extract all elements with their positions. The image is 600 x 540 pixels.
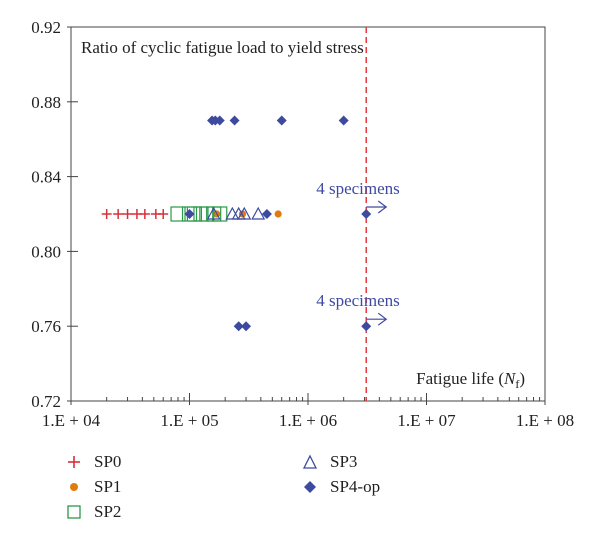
sp0-point (122, 209, 133, 219)
sp4-op-point (233, 321, 244, 332)
legend-label-sp2: SP2 (94, 502, 122, 521)
plus-marker-icon (66, 454, 82, 470)
sp0-point (139, 209, 150, 219)
legend-item-sp4-op: SP4-op (302, 477, 380, 497)
sp4-op-point (361, 321, 372, 332)
y-tick-label: 0.88 (31, 93, 61, 112)
diamond-marker-icon (302, 479, 318, 495)
legend-item-sp2: SP2 (66, 502, 121, 522)
sp0-point (113, 209, 124, 219)
y-tick-label: 0.80 (31, 242, 61, 261)
specimen-annotation-0: 4 specimens (316, 179, 400, 198)
legend-label-sp4-op: SP4-op (330, 477, 381, 496)
x-tick-label: 1.E + 04 (42, 411, 101, 430)
annotation-arrow-head (377, 312, 388, 326)
triangle-marker-icon (302, 454, 318, 470)
x-tick-label: 1.E + 08 (516, 411, 574, 430)
legend-item-sp1: SP1 (66, 477, 121, 497)
sp4-op-point (261, 209, 272, 219)
y-tick-label: 0.84 (31, 168, 61, 187)
x-tick-label: 1.E + 07 (397, 411, 456, 430)
sp3-point (251, 206, 266, 220)
sp4-op-point (338, 115, 349, 126)
sp1-point (274, 210, 282, 218)
sp3-point (237, 206, 252, 220)
y-tick-label: 0.76 (31, 317, 61, 336)
y-tick-label: 0.72 (31, 392, 61, 411)
sp4-op-point (229, 115, 240, 126)
y-tick-label: 0.92 (31, 18, 61, 37)
sp4-op-point (184, 209, 195, 219)
plot-annotation-text: Ratio of cyclic fatigue load to yield st… (81, 38, 364, 57)
circle-marker-icon (66, 479, 82, 495)
square-marker-icon (66, 504, 82, 520)
sp4-op-point (361, 209, 372, 219)
sp0-point (101, 209, 112, 219)
legend-item-sp3: SP3 (302, 452, 357, 472)
specimen-annotation-1: 4 specimens (316, 291, 400, 310)
sp4-op-point (241, 321, 252, 332)
sp3-point (206, 206, 221, 220)
legend-label-sp0: SP0 (94, 452, 122, 471)
annotation-arrow-head (377, 200, 388, 214)
sp2-point (212, 206, 228, 222)
sp0-point (158, 209, 169, 219)
legend-item-sp0: SP0 (66, 452, 121, 472)
x-tick-label: 1.E + 05 (160, 411, 218, 430)
sp4-op-point (276, 115, 287, 126)
x-axis-label: Fatigue life (Nf) (416, 369, 525, 391)
legend-label-sp1: SP1 (94, 477, 122, 496)
x-tick-label: 1.E + 06 (279, 411, 337, 430)
sp4-op-point (214, 115, 225, 126)
legend-label-sp3: SP3 (330, 452, 358, 471)
